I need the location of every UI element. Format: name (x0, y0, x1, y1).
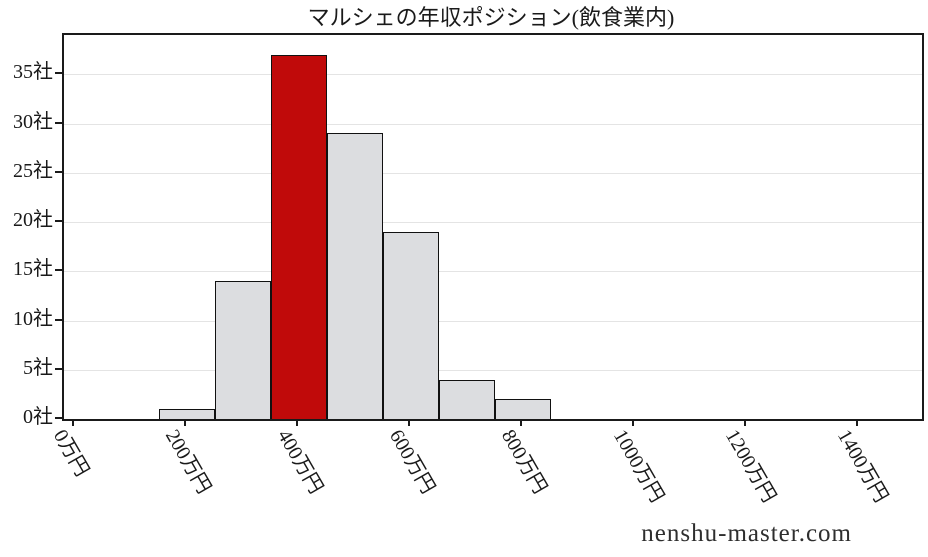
y-tick-label: 25社 (13, 159, 53, 182)
x-tick-mark (519, 419, 522, 426)
y-tick-mark (55, 269, 62, 272)
y-tick-mark (55, 367, 62, 370)
gridline (64, 123, 922, 125)
x-tick-mark (184, 419, 187, 426)
x-tick-label: 600万円 (384, 426, 439, 498)
y-tick-label: 35社 (13, 61, 53, 84)
y-tick-label: 15社 (13, 258, 53, 281)
y-tick-mark (55, 170, 62, 173)
y-tick-label: 10社 (13, 307, 53, 330)
histogram-bar-400万円 (271, 54, 328, 419)
histogram-bar-600万円 (383, 231, 439, 419)
x-tick-mark (743, 419, 746, 426)
x-tick-label: 1200万円 (720, 426, 780, 507)
y-tick-label: 30社 (13, 110, 53, 133)
histogram-bar-500万円 (327, 133, 383, 419)
y-tick-mark (55, 72, 62, 75)
x-tick-label: 0万円 (49, 426, 94, 481)
y-tick-mark (55, 121, 62, 124)
y-tick-label: 5社 (23, 356, 53, 379)
gridline (64, 320, 922, 322)
x-tick-label: 800万円 (496, 426, 551, 498)
x-tick-mark (631, 419, 634, 426)
histogram-bar-300万円 (215, 281, 272, 419)
plot-area (62, 33, 924, 421)
x-tick-label: 200万円 (161, 426, 216, 498)
x-tick-label: 400万円 (273, 426, 328, 498)
gridline (64, 74, 922, 76)
histogram-bar-800万円 (494, 399, 551, 419)
x-tick-mark (72, 419, 75, 426)
histogram-bar-700万円 (438, 379, 495, 419)
y-tick-label: 20社 (13, 209, 53, 232)
x-tick-mark (408, 419, 410, 426)
watermark-text: nenshu-master.com (641, 520, 852, 547)
y-tick-mark (55, 220, 62, 223)
chart-title: マルシェの年収ポジション(飲食業内) (307, 5, 675, 30)
histogram-bar-200万円 (159, 409, 216, 419)
gridline (64, 369, 922, 371)
x-tick-mark (296, 419, 299, 426)
x-tick-label: 1400万円 (832, 426, 892, 507)
gridline (64, 172, 922, 174)
x-tick-mark (855, 419, 858, 426)
gridline (64, 222, 922, 224)
x-tick-label: 1000万円 (608, 426, 668, 507)
y-tick-mark (55, 417, 62, 419)
gridline (64, 271, 922, 273)
y-tick-mark (55, 318, 62, 321)
y-tick-label: 0社 (23, 406, 53, 428)
